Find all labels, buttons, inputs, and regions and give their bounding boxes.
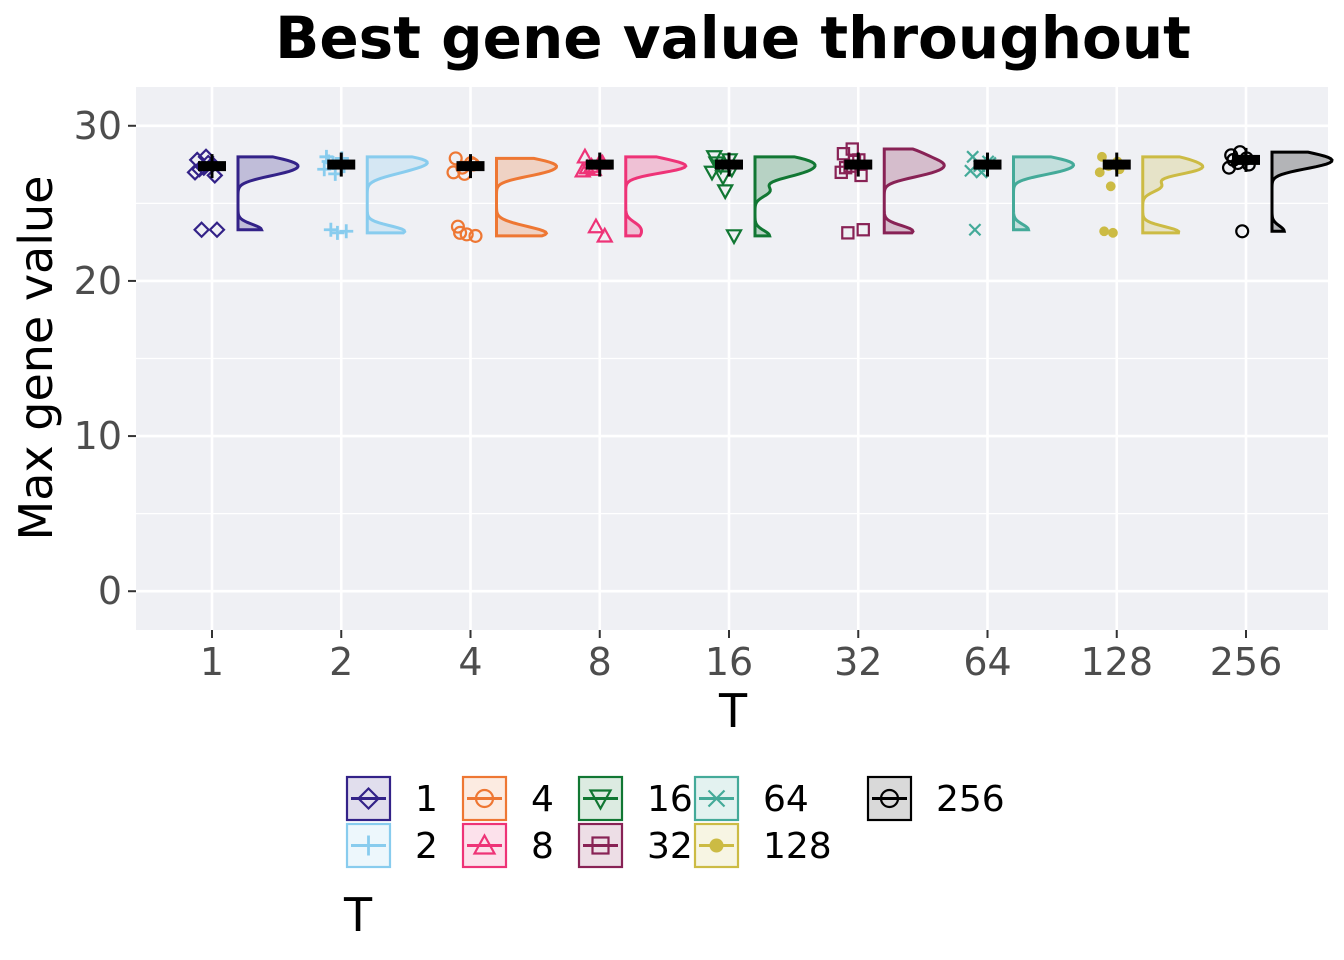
point-2 <box>339 224 354 239</box>
point-4 <box>450 219 465 234</box>
x-tick-label: 1 <box>200 640 224 684</box>
violin-4 <box>495 156 559 238</box>
legend-marker-256 <box>879 788 900 809</box>
point-2 <box>330 225 345 240</box>
legend-marker-64 <box>707 789 726 808</box>
point-1 <box>188 151 206 169</box>
point-32 <box>854 168 868 183</box>
violin-256 <box>1270 150 1334 233</box>
violin-2 <box>365 155 429 235</box>
y-tick-label: 30 <box>74 104 122 148</box>
point-128 <box>1097 151 1107 162</box>
x-axis-title: T <box>718 684 748 738</box>
point-8 <box>595 226 614 243</box>
y-tick-label: 0 <box>98 569 122 613</box>
x-tick-label: 64 <box>963 640 1011 684</box>
legend-label-1: 1 <box>415 779 438 820</box>
point-32 <box>856 223 870 237</box>
violin-16 <box>753 155 817 238</box>
legend-label-2: 2 <box>415 826 438 867</box>
legend-label-32: 32 <box>647 826 693 867</box>
point-64 <box>968 223 982 237</box>
violin-8 <box>624 155 688 238</box>
y-tick-label: 10 <box>74 414 122 458</box>
legend-title: T <box>343 888 373 942</box>
half-violins <box>236 147 1334 238</box>
point-2 <box>323 222 338 237</box>
point-8 <box>587 217 605 234</box>
legend-label-16: 16 <box>647 779 693 820</box>
x-tick-label: 16 <box>705 640 753 684</box>
legend-marker-128 <box>709 838 724 853</box>
x-tick-label: 8 <box>588 640 612 684</box>
legend: 1 2 4 8 16 32 64 128 256 <box>345 775 1005 869</box>
point-32 <box>841 226 855 240</box>
y-axis-title: Max gene value <box>9 176 63 541</box>
point-128 <box>1094 167 1105 178</box>
y-axis-ticks: 0 10 20 30 <box>74 104 136 613</box>
point-128 <box>1105 181 1116 192</box>
point-1 <box>208 221 226 239</box>
point-32 <box>845 142 859 156</box>
point-4 <box>459 227 474 242</box>
x-tick-label: 256 <box>1210 640 1283 684</box>
point-128 <box>1108 227 1118 238</box>
violin-32 <box>882 147 946 235</box>
x-tick-label: 32 <box>834 640 882 684</box>
point-16 <box>725 229 743 246</box>
point-256 <box>1235 224 1250 239</box>
legend-label-128: 128 <box>763 826 832 867</box>
legend-label-4: 4 <box>531 779 554 820</box>
x-tick-label: 4 <box>458 640 482 684</box>
point-4 <box>448 151 463 166</box>
point-1 <box>193 221 211 239</box>
violin-128 <box>1141 155 1205 235</box>
point-16 <box>714 170 732 187</box>
legend-marker-32 <box>591 836 610 855</box>
legend-marker-4 <box>474 788 495 809</box>
point-16 <box>703 165 721 182</box>
legend-marker-2 <box>358 835 379 856</box>
point-1 <box>206 166 224 184</box>
legend-marker-1 <box>356 786 381 811</box>
point-4 <box>453 225 468 240</box>
legend-marker-16 <box>588 789 613 811</box>
chart-title: Best gene value throughout <box>275 4 1191 72</box>
legend-marker-8 <box>472 833 497 855</box>
legend-label-256: 256 <box>936 779 1005 820</box>
violin-1 <box>236 155 300 232</box>
x-axis-ticks: 1 2 4 8 16 32 64 128 256 <box>200 630 1282 684</box>
point-4 <box>468 228 483 243</box>
point-128 <box>1099 226 1110 237</box>
violin-64 <box>1012 155 1076 232</box>
legend-label-64: 64 <box>763 779 809 820</box>
legend-label-8: 8 <box>531 826 554 867</box>
y-tick-label: 20 <box>74 259 122 303</box>
point-16 <box>716 184 735 201</box>
x-tick-label: 2 <box>329 640 353 684</box>
median-markers <box>198 147 1260 179</box>
x-tick-label: 128 <box>1080 640 1153 684</box>
